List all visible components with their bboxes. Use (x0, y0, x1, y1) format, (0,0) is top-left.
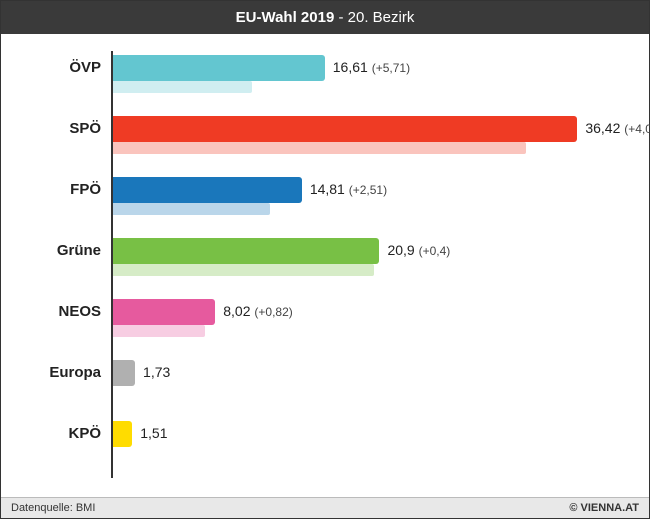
bar-row: KPÖ1,51 (113, 417, 619, 478)
bar-row: Grüne20,9 (+0,4) (113, 234, 619, 295)
footer-source: Datenquelle: BMI (11, 502, 95, 514)
value-label: 20,9 (+0,4) (387, 242, 450, 258)
party-label: KPÖ (68, 425, 101, 442)
bar-main (113, 177, 302, 203)
chart-container: EU-Wahl 2019 - 20. Bezirk ÖVP16,61 (+5,7… (0, 0, 650, 519)
plot-area: ÖVP16,61 (+5,71)SPÖ36,42 (+4,02)FPÖ14,81… (111, 51, 619, 478)
bar-row: SPÖ36,42 (+4,02) (113, 112, 619, 173)
footer-credit: © VIENNA.AT (569, 502, 639, 514)
bar-row: NEOS8,02 (+0,82) (113, 295, 619, 356)
title-separator: - (334, 9, 347, 26)
party-label: Europa (49, 364, 101, 381)
value-label: 8,02 (+0,82) (223, 303, 293, 319)
party-label: FPÖ (70, 181, 101, 198)
bar-row: Europa1,73 (113, 356, 619, 417)
bar-row: FPÖ14,81 (+2,51) (113, 173, 619, 234)
bar-shadow (113, 264, 374, 276)
value-label: 16,61 (+5,71) (333, 59, 410, 75)
bar-shadow (113, 203, 270, 215)
chart-header: EU-Wahl 2019 - 20. Bezirk (1, 1, 649, 34)
bar-main (113, 116, 577, 142)
value-label: 1,73 (143, 364, 170, 380)
chart-footer: Datenquelle: BMI © VIENNA.AT (1, 497, 649, 518)
bar-main (113, 299, 215, 325)
value-label: 1,51 (140, 425, 167, 441)
party-label: NEOS (58, 303, 101, 320)
bar-shadow (113, 325, 205, 337)
bar-main (113, 360, 135, 386)
bar-main (113, 55, 325, 81)
party-label: Grüne (57, 242, 101, 259)
bar-shadow (113, 81, 252, 93)
value-label: 36,42 (+4,02) (585, 120, 650, 136)
bar-main (113, 238, 379, 264)
bar-shadow (113, 142, 526, 154)
bar-row: ÖVP16,61 (+5,71) (113, 51, 619, 112)
party-label: ÖVP (69, 59, 101, 76)
bar-main (113, 421, 132, 447)
title-bold: EU-Wahl 2019 (236, 9, 335, 26)
party-label: SPÖ (69, 120, 101, 137)
value-label: 14,81 (+2,51) (310, 181, 387, 197)
title-light: 20. Bezirk (348, 9, 415, 26)
